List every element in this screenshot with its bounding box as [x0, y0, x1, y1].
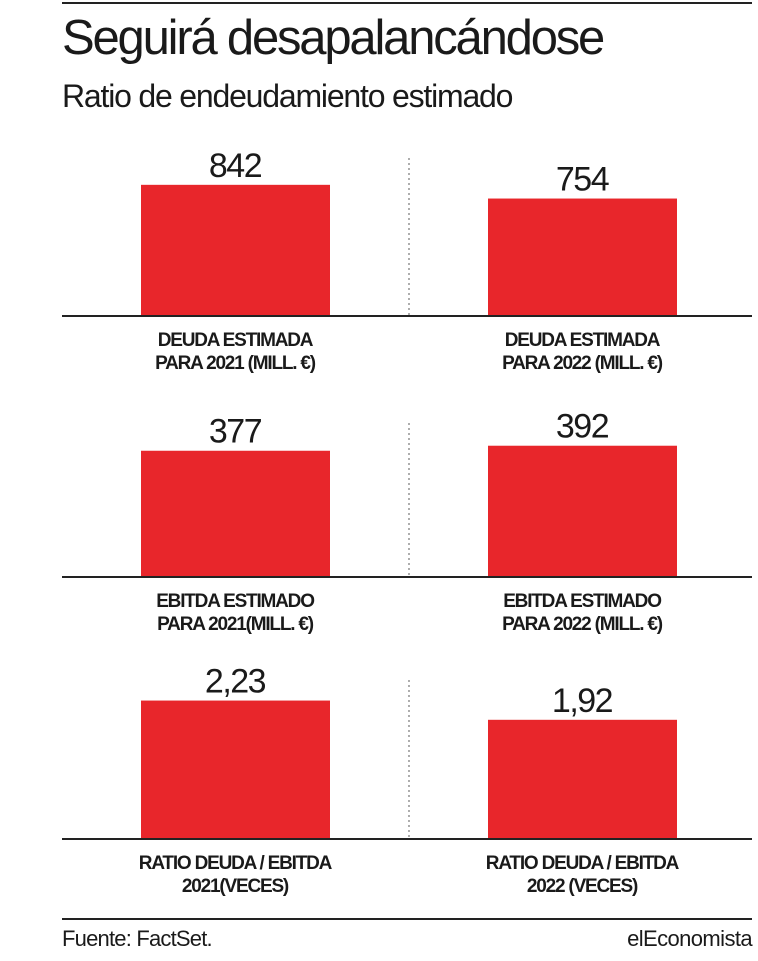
bar [488, 719, 677, 839]
category-label: EBITDA ESTIMADO [503, 591, 661, 612]
category-label: 2021(VECES) [182, 876, 289, 897]
brand-logo: elEconomista [627, 926, 752, 951]
category-label: RATIO DEUDA / EBITDA [486, 853, 680, 874]
top-rule [62, 2, 752, 4]
chart-subtitle: Ratio de endeudamiento estimado [62, 78, 513, 114]
category-label: 2022 (VECES) [527, 876, 638, 897]
category-label: DEUDA ESTIMADA [505, 330, 661, 351]
chart-title: Seguirá desapalancándose [62, 11, 605, 65]
category-label: DEUDA ESTIMADA [158, 330, 314, 351]
data-label: 754 [556, 161, 609, 199]
data-label: 377 [209, 413, 262, 451]
data-label: 2,23 [205, 663, 266, 701]
category-label: RATIO DEUDA / EBITDA [139, 853, 333, 874]
data-label: 842 [209, 147, 262, 185]
bar [488, 198, 677, 316]
category-label: PARA 2022 (MILL. €) [502, 614, 663, 635]
category-label: PARA 2021 (MILL. €) [155, 353, 316, 374]
category-label: PARA 2021(MILL. €) [157, 614, 314, 635]
category-label: EBITDA ESTIMADO [156, 591, 314, 612]
data-label: 392 [556, 408, 609, 446]
bar [141, 184, 330, 316]
category-label: PARA 2022 (MILL. €) [502, 353, 663, 374]
data-label: 1,92 [552, 682, 613, 720]
bar [141, 700, 330, 839]
source-note: Fuente: FactSet. [62, 926, 213, 951]
bottom-rule [62, 918, 752, 920]
bar [488, 445, 677, 577]
bar [141, 450, 330, 577]
